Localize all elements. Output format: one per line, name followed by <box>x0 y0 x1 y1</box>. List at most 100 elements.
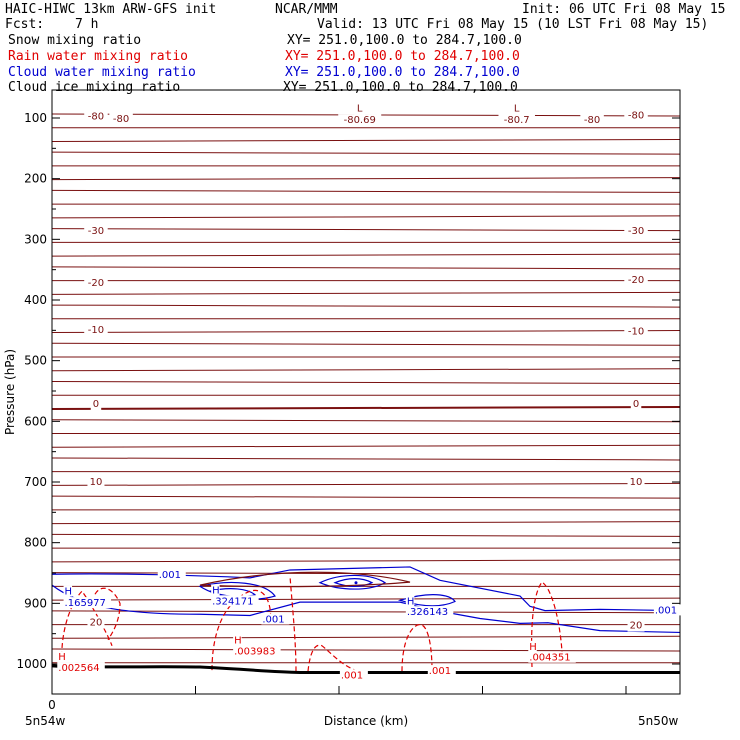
org-label: NCAR/MMM <box>275 2 338 17</box>
temp-contour-label: L <box>357 104 363 115</box>
rain-label-bg <box>528 651 576 663</box>
y-tick-label: 900 <box>24 596 47 610</box>
rain-water-contour <box>307 644 356 672</box>
x-tick-zero: 0 <box>48 698 56 712</box>
rain-water-label: .002564 <box>58 663 99 674</box>
rain-water-label: H <box>529 642 537 653</box>
temperature-labels: -80 -80L-80.69L-80.7 -80 -80-30 -30-20 -20-10… <box>84 102 648 632</box>
isotherm-line <box>51 394 681 397</box>
rain-water-contour <box>211 589 272 671</box>
field-xy-cloud-ice: XY= 251.0,100.0 to 284.7,100.0 <box>283 80 518 95</box>
rain-water-contours <box>61 575 563 672</box>
isotherm-line <box>51 470 681 473</box>
temperature-contours <box>51 113 681 664</box>
cloud-water-label: .001 <box>655 605 677 616</box>
rain-water-label: .004351 <box>529 653 570 664</box>
field-xy-snow: XY= 251.0,100.0 to 284.7,100.0 <box>287 33 522 48</box>
cloud-water-label: H <box>407 596 415 607</box>
isotherm-line <box>51 648 681 652</box>
temp-contour-label: 20 <box>90 618 103 629</box>
isotherm-line <box>51 356 681 359</box>
temp-label-bg <box>627 475 645 488</box>
field-xy-cloud-water: XY= 251.0,100.0 to 284.7,100.0 <box>285 65 520 80</box>
isotherm-closed-contour <box>199 571 411 588</box>
temp-label-bg <box>84 110 108 123</box>
cloud-label-bg <box>261 613 290 625</box>
isotherm-line <box>51 495 681 499</box>
isotherm-line <box>51 547 681 550</box>
y-axis-title: Pressure (hPa) <box>3 349 17 435</box>
cloud-water-contour <box>208 588 257 598</box>
y-tick-label: 200 <box>24 172 47 186</box>
x-endpoint-right: 5n50w <box>638 714 679 728</box>
isotherm-line <box>51 597 681 601</box>
rain-water-contour <box>531 581 563 668</box>
temp-label-bg <box>354 102 365 115</box>
field-name-cloud-ice: Cloud ice mixing ratio <box>8 80 181 95</box>
temp-contour-label: -80 <box>113 114 129 125</box>
isotherm-line <box>51 509 681 511</box>
cloud-water-label: .001 <box>159 570 181 581</box>
temp-contour-label: 0 <box>93 399 99 410</box>
x-axis <box>51 686 627 694</box>
cloud-water-contour <box>397 594 456 607</box>
rain-water-contour <box>61 590 113 665</box>
cloud-label-bg <box>653 604 682 616</box>
cloud-label-bg <box>63 585 73 597</box>
cloud-water-label: .324171 <box>212 596 253 607</box>
temp-contour-label: 0 <box>633 399 639 410</box>
isotherm-line <box>51 241 681 244</box>
isotherm-line <box>51 342 681 346</box>
y-tick-label: 300 <box>24 232 47 246</box>
isotherm-line <box>51 482 681 486</box>
isotherm-line <box>51 228 681 232</box>
temp-label-bg <box>87 475 105 488</box>
isotherm-line <box>51 215 681 219</box>
temp-label-bg <box>630 398 642 411</box>
valid-time: Valid: 13 UTC Fri 08 May 15 (10 LST Fri … <box>317 17 709 32</box>
isotherm-line <box>51 318 681 320</box>
x-axis-title: Distance (km) <box>324 714 408 728</box>
rain-label-bg <box>528 640 537 652</box>
temp-label-bg <box>624 273 648 286</box>
isotherm-line <box>51 432 681 435</box>
cloud-water-label: H <box>212 585 220 596</box>
cloud-water-label: .165977 <box>65 598 106 609</box>
temp-contour-label: -80.69 <box>344 115 376 126</box>
rain-label-bg <box>57 662 105 674</box>
isotherm-line <box>51 138 681 142</box>
temp-contour-label: -80 <box>88 112 104 123</box>
temp-contour-label: -10 <box>628 326 644 337</box>
cloud-water-label: .001 <box>262 615 284 626</box>
temp-contour-label: 10 <box>630 477 643 488</box>
field-name-rain: Rain water mixing ratio <box>8 49 189 64</box>
isotherm-line <box>51 572 681 576</box>
temp-label-bg <box>87 616 105 629</box>
isotherm-line <box>51 253 681 257</box>
isotherm-line <box>51 165 681 167</box>
isotherm-line <box>51 419 681 423</box>
isotherm-line <box>51 291 681 295</box>
cloud-water-contour <box>318 574 387 590</box>
cloud-label-bg <box>63 597 112 609</box>
cloud-water-max-point <box>354 581 358 585</box>
temp-label-bg <box>338 114 382 127</box>
cloud-water-contours <box>51 566 681 634</box>
cloud-water-contour <box>51 584 681 634</box>
isotherm-line <box>51 203 681 206</box>
rain-label-bg <box>233 645 281 657</box>
y-tick-label: 600 <box>24 414 47 428</box>
rain-water-contour <box>289 575 297 672</box>
rain-label-bg <box>233 634 242 646</box>
isotherm-line <box>51 405 681 410</box>
forecast-label: Fcst: <box>5 17 45 32</box>
temp-contour-label: -30 <box>628 226 644 237</box>
temp-label-bg <box>84 276 108 289</box>
y-tick-label: 100 <box>24 111 47 125</box>
cloud-label-bg <box>405 595 415 607</box>
isotherm-line <box>51 266 681 270</box>
temp-contour-label: 10 <box>90 477 103 488</box>
